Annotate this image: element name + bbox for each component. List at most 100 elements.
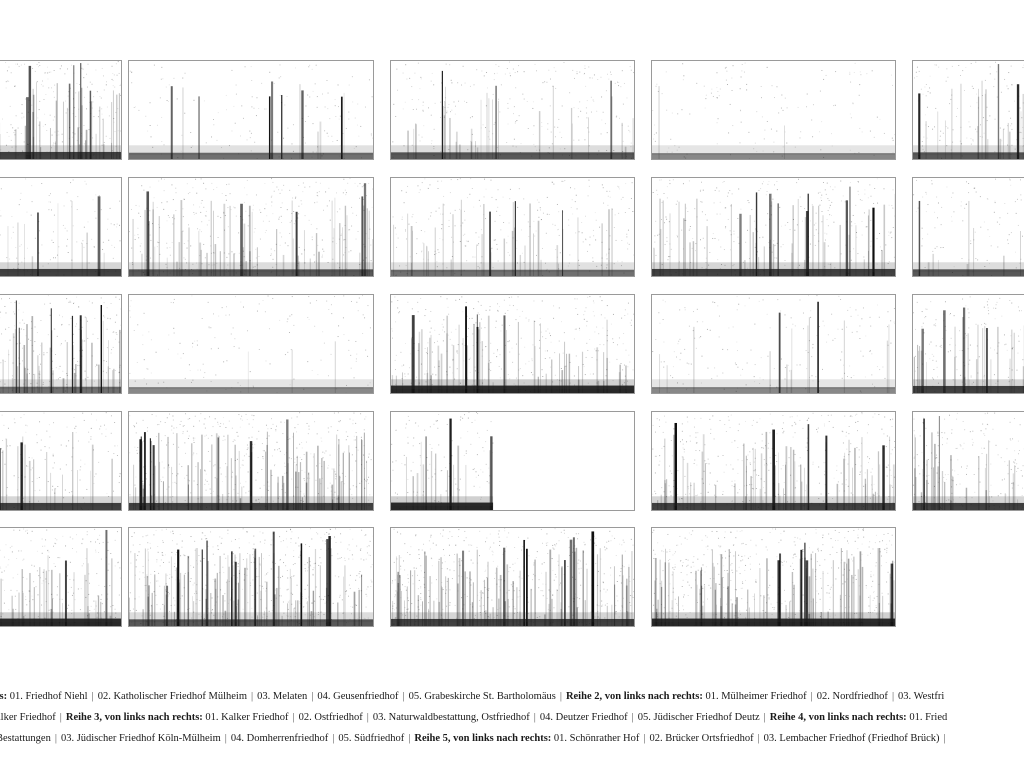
- caption-location: 01. Fried: [909, 712, 948, 723]
- spectrogram-image: [129, 64, 373, 159]
- spectrogram-tile: [0, 177, 122, 277]
- caption-row-heading: Reihe 3, von links nach rechts:: [65, 712, 203, 723]
- spectrogram-image: [0, 178, 121, 276]
- caption-location: 03. Jüdischer Friedhof Köln-Mülheim: [60, 733, 221, 744]
- caption-separator: |: [757, 733, 760, 744]
- caption-location: 03. Lembacher Friedhof (Friedhof Brück): [763, 733, 940, 744]
- spectrogram-tile: [0, 60, 122, 160]
- spectrogram-tile: [390, 60, 635, 160]
- caption-line-3: Bestattungen | 03. Jüdischer Friedhof Köln…: [0, 732, 950, 746]
- caption-location: 05. Grabeskirche St. Bartholomäus: [408, 691, 556, 702]
- caption-location: 02. Ostfriedhof: [298, 712, 363, 723]
- spectrogram-image: [913, 178, 1024, 276]
- caption-separator: |: [631, 712, 634, 723]
- caption-separator: |: [559, 691, 562, 702]
- caption-location: 01. Mülheimer Friedhof: [705, 691, 807, 702]
- caption-row-heading: Reihe 4, von links nach rechts:: [769, 712, 907, 723]
- spectrogram-image: [0, 528, 121, 626]
- spectrogram-tile: [0, 527, 122, 627]
- spectrogram-tile: [912, 60, 1024, 160]
- spectrogram-image: [652, 528, 895, 626]
- spectrogram-image: [391, 296, 634, 393]
- spectrogram-tile: [390, 527, 635, 627]
- spectrogram-image: [913, 412, 1024, 510]
- spectrogram-tile: [912, 177, 1024, 277]
- caption-location: 04. Deutzer Friedhof: [539, 712, 628, 723]
- caption-separator: |: [408, 733, 411, 744]
- spectrogram-tile: [128, 60, 374, 160]
- caption-location: 05. Südfriedhof: [338, 733, 405, 744]
- spectrogram-tile: [651, 294, 896, 394]
- caption-separator: |: [943, 733, 946, 744]
- spectrogram-image: [652, 62, 895, 159]
- caption-location: 03. Westfri: [898, 691, 945, 702]
- spectrogram-tile: [651, 60, 896, 160]
- spectrogram-image: [0, 295, 121, 393]
- spectrogram-image: [913, 61, 1024, 159]
- caption-separator: |: [251, 691, 254, 702]
- spectrogram-image: [391, 178, 634, 276]
- spectrogram-tile: [390, 177, 635, 277]
- caption-row-heading: ts:: [0, 691, 8, 702]
- caption-separator: |: [402, 691, 405, 702]
- spectrogram-tile: [128, 411, 374, 511]
- spectrogram-image: [391, 61, 634, 159]
- caption-location: 02. Katholischer Friedhof Mülheim: [97, 691, 248, 702]
- caption-separator: |: [810, 691, 813, 702]
- caption-location: 03. Naturwaldbestattung, Ostfriedhof: [372, 712, 530, 723]
- caption-separator: |: [533, 712, 536, 723]
- caption-location: 01. Friedhof Niehl: [9, 691, 88, 702]
- spectrogram-grid: [0, 60, 1024, 627]
- spectrogram-tile: [390, 411, 635, 511]
- spectrogram-tile: [651, 411, 896, 511]
- spectrogram-image: [913, 296, 1024, 393]
- caption-line-1: ts: 01. Friedhof Niehl|02. Katholischer …: [0, 690, 944, 704]
- caption-location: 05. Jüdischer Friedhof Deutz: [637, 712, 760, 723]
- caption-location: 02. Brücker Ortsfriedhof: [649, 733, 754, 744]
- caption-location: 03. Melaten: [257, 691, 308, 702]
- spectrogram-tile: [128, 294, 374, 394]
- caption-location: Bestattungen: [0, 733, 51, 744]
- spectrogram-tile: [0, 294, 122, 394]
- caption-separator: |: [763, 712, 766, 723]
- spectrogram-image: [652, 412, 895, 510]
- caption-separator: |: [891, 691, 895, 702]
- caption-separator: |: [366, 712, 369, 723]
- spectrogram-image: [652, 295, 895, 393]
- spectrogram-image: [129, 295, 373, 393]
- caption-location: 02. Nordfriedhof: [816, 691, 888, 702]
- caption-line-2: alker Friedhof | Reihe 3, von links nach r…: [0, 711, 947, 725]
- caption-separator: |: [643, 733, 646, 744]
- caption-separator: |: [91, 691, 94, 702]
- spectrogram-tile: [390, 294, 635, 394]
- spectrogram-tile: [912, 411, 1024, 511]
- caption-location: 01. Schönrather Hof: [553, 733, 640, 744]
- spectrogram-image: [391, 528, 634, 626]
- spectrogram-image: [129, 412, 373, 510]
- spectrogram-image: [129, 178, 373, 276]
- caption-separator: |: [224, 733, 227, 744]
- spectrogram-tile: [651, 177, 896, 277]
- spectrogram-tile: [651, 527, 896, 627]
- spectrogram-image: [391, 412, 494, 510]
- caption-separator: |: [332, 733, 335, 744]
- spectrogram-tile: [0, 411, 122, 511]
- spectrogram-image: [0, 61, 121, 159]
- caption-separator: |: [292, 712, 295, 723]
- caption-row-heading: Reihe 5, von links nach rechts:: [414, 733, 552, 744]
- caption-separator: |: [59, 712, 62, 723]
- spectrogram-tile: [128, 177, 374, 277]
- spectrogram-tile: [912, 294, 1024, 394]
- caption-block: ts: 01. Friedhof Niehl|02. Katholischer …: [0, 690, 1024, 750]
- spectrogram-tile: [128, 527, 374, 627]
- caption-location: 01. Kalker Friedhof: [205, 712, 289, 723]
- caption-location: 04. Geusenfriedhof: [317, 691, 399, 702]
- caption-location: alker Friedhof: [0, 712, 56, 723]
- caption-location: 04. Domherrenfriedhof: [230, 733, 329, 744]
- spectrogram-image: [0, 412, 121, 510]
- caption-separator: |: [311, 691, 314, 702]
- spectrogram-image: [129, 528, 373, 626]
- spectrogram-image: [652, 178, 895, 276]
- caption-separator: |: [54, 733, 57, 744]
- caption-row-heading: Reihe 2, von links nach rechts:: [565, 691, 703, 702]
